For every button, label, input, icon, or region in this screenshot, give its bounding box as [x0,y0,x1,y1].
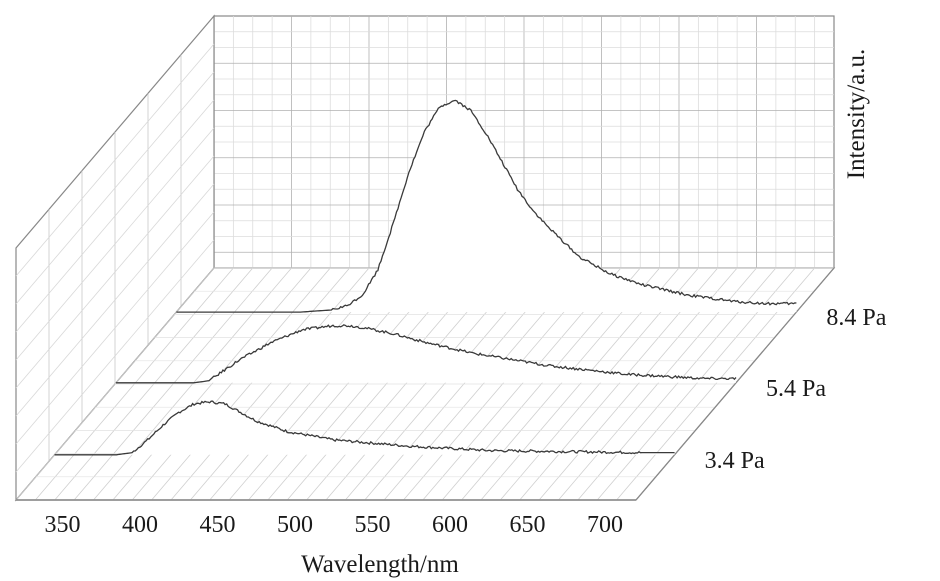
x-tick-label: 350 [45,512,81,538]
x-tick-label: 400 [122,512,158,538]
series-label: 3.4 Pa [705,448,765,474]
series-label: 8.4 Pa [826,305,886,331]
side-wall-gridline [15,43,215,277]
series-line [116,324,737,384]
series-label: 5.4 Pa [766,376,826,402]
side-wall-gridline [15,127,215,361]
x-tick-label: 450 [200,512,236,538]
side-wall-gridline [15,155,215,389]
x-tick-label: 550 [355,512,391,538]
x-axis-label: Wavelength/nm [301,551,459,578]
side-wall-gridline [15,239,215,473]
series-layer [54,99,797,456]
z-axis-label: Intensity/a.u. [843,49,870,180]
side-wall-gridline [15,99,215,333]
side-wall-gridline [15,183,215,417]
x-tick-label: 600 [432,512,468,538]
series-line [176,99,797,313]
floor-right-edge [635,267,835,501]
series-area [176,100,797,313]
series-area [116,324,736,383]
side-wall-gridline [15,71,215,305]
side-wall-gridline [15,211,215,445]
x-tick-label: 650 [510,512,546,538]
series-area [54,401,675,455]
x-tick-label: 700 [587,512,623,538]
x-tick-label: 500 [277,512,313,538]
text-layer: Wavelength/nm Intensity/a.u. 8.4 Pa 5.4 P… [45,49,887,578]
series-line [54,400,675,456]
